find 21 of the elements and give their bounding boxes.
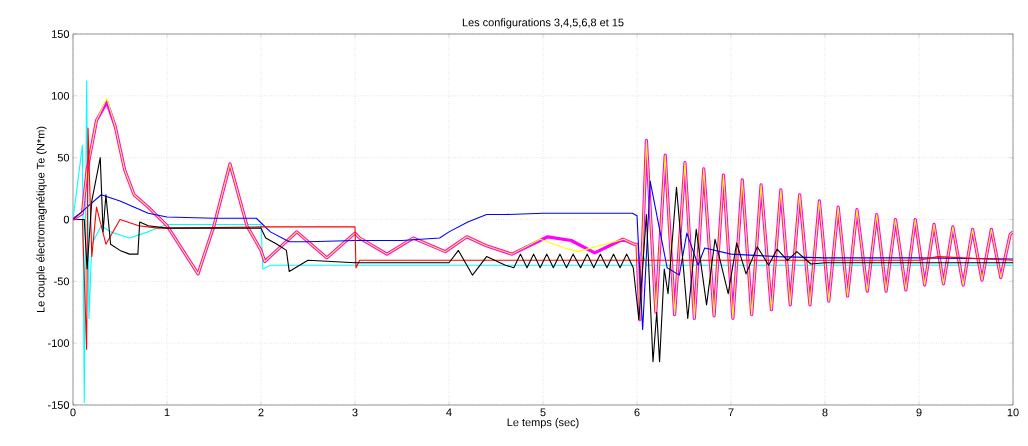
y-tick-label: -150: [48, 401, 70, 409]
y-axis-title: Le couple électromagnétique Te (N*m): [36, 126, 47, 313]
y-tick-label: 0: [63, 215, 70, 224]
y-tick-label: -50: [54, 277, 70, 286]
x-tick-label: 6: [634, 408, 640, 417]
x-tick-label: 4: [446, 408, 452, 417]
x-tick-label: 0: [70, 408, 76, 417]
x-tick-label: 1: [164, 408, 170, 417]
y-tick-label: -100: [48, 339, 70, 348]
x-tick-label: 7: [728, 408, 734, 417]
x-tick-label: 5: [540, 408, 546, 417]
y-tick-label: 150: [52, 30, 70, 38]
x-tick-label: 3: [352, 408, 358, 417]
chart-title: Les configurations 3,4,5,6,8 et 15: [462, 18, 624, 29]
x-tick-label: 8: [822, 408, 828, 417]
x-axis-title: Le temps (sec): [507, 418, 579, 429]
y-tick-label: 100: [52, 91, 70, 100]
y-tick-label: 50: [57, 153, 70, 162]
x-tick-label: 9: [916, 408, 922, 417]
x-tick-label: 2: [258, 408, 264, 417]
x-tick-label: 10: [1007, 408, 1019, 417]
